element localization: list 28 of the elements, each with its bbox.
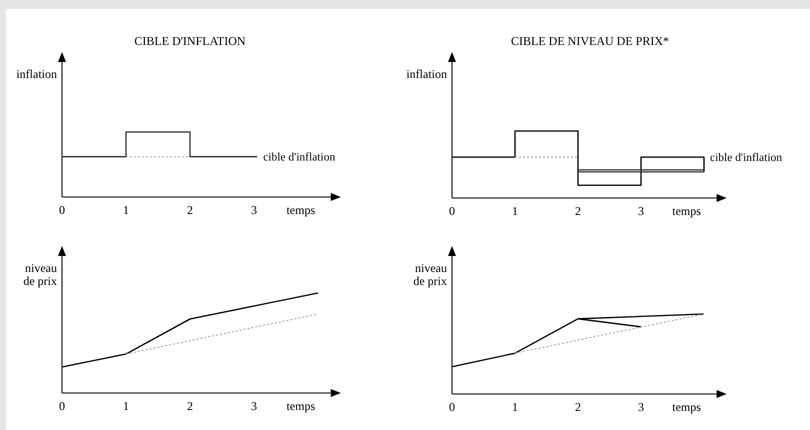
y-axis-title: inflation	[406, 67, 447, 81]
x-tick-label: 3	[251, 399, 257, 413]
x-tick-label: 2	[187, 399, 193, 413]
x-axis-title: temps	[672, 204, 702, 218]
x-tick-label: 2	[575, 204, 581, 218]
x-tick-label: 0	[59, 399, 65, 413]
y-axis-title: niveau de prix	[413, 261, 447, 288]
x-tick-label: 3	[251, 203, 257, 217]
y-axis-title: inflation	[16, 67, 57, 81]
x-tick-label: 0	[449, 400, 455, 414]
chart-title: CIBLE DE NIVEAU DE PRIX*	[511, 34, 669, 48]
x-tick-label: 3	[638, 204, 644, 218]
x-tick-label: 0	[59, 203, 65, 217]
annotation: cible d'inflation	[263, 152, 336, 164]
x-axis-title: temps	[672, 400, 702, 414]
y-axis-title: niveau de prix	[23, 261, 57, 288]
x-tick-label: 0	[449, 204, 455, 218]
chart-title: CIBLE D'INFLATION	[134, 34, 246, 48]
x-tick-label: 1	[123, 203, 129, 217]
x-tick-label: 2	[575, 400, 581, 414]
x-tick-label: 1	[123, 399, 129, 413]
x-tick-label: 1	[512, 204, 518, 218]
annotation: cible d'inflation	[710, 152, 782, 164]
x-axis-title: temps	[286, 203, 316, 217]
x-tick-label: 2	[187, 203, 193, 217]
x-tick-label: 3	[638, 400, 644, 414]
x-axis-title: temps	[286, 399, 316, 413]
x-tick-label: 1	[512, 400, 518, 414]
